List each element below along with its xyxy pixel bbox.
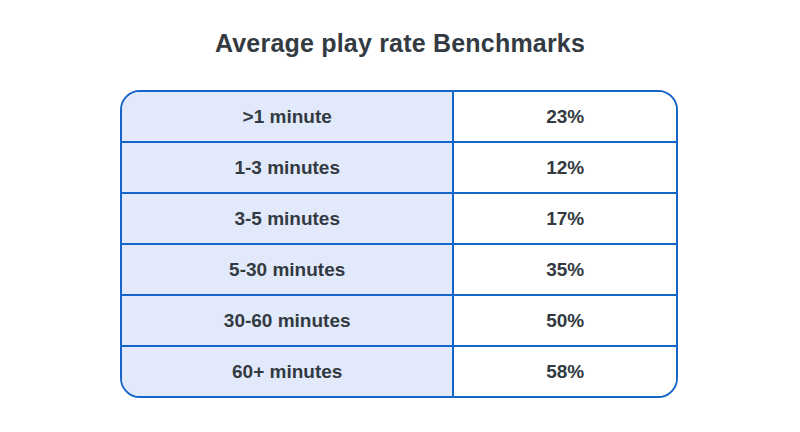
table-row: 5-30 minutes 35%	[122, 243, 676, 294]
table-row: 1-3 minutes 12%	[122, 141, 676, 192]
duration-cell: 30-60 minutes	[122, 296, 454, 345]
duration-cell: 5-30 minutes	[122, 245, 454, 294]
duration-cell: 1-3 minutes	[122, 143, 454, 192]
rate-cell: 12%	[454, 143, 676, 192]
rate-cell: 35%	[454, 245, 676, 294]
rate-cell: 23%	[454, 92, 676, 141]
rate-cell: 58%	[454, 347, 676, 396]
table-row: 30-60 minutes 50%	[122, 294, 676, 345]
table-row: >1 minute 23%	[122, 92, 676, 141]
table-row: 60+ minutes 58%	[122, 345, 676, 396]
benchmark-table: >1 minute 23% 1-3 minutes 12% 3-5 minute…	[120, 90, 678, 398]
duration-cell: 60+ minutes	[122, 347, 454, 396]
rate-cell: 50%	[454, 296, 676, 345]
duration-cell: 3-5 minutes	[122, 194, 454, 243]
rate-cell: 17%	[454, 194, 676, 243]
table-row: 3-5 minutes 17%	[122, 192, 676, 243]
page: Average play rate Benchmarks >1 minute 2…	[0, 0, 800, 432]
page-title: Average play rate Benchmarks	[0, 29, 800, 58]
duration-cell: >1 minute	[122, 92, 454, 141]
